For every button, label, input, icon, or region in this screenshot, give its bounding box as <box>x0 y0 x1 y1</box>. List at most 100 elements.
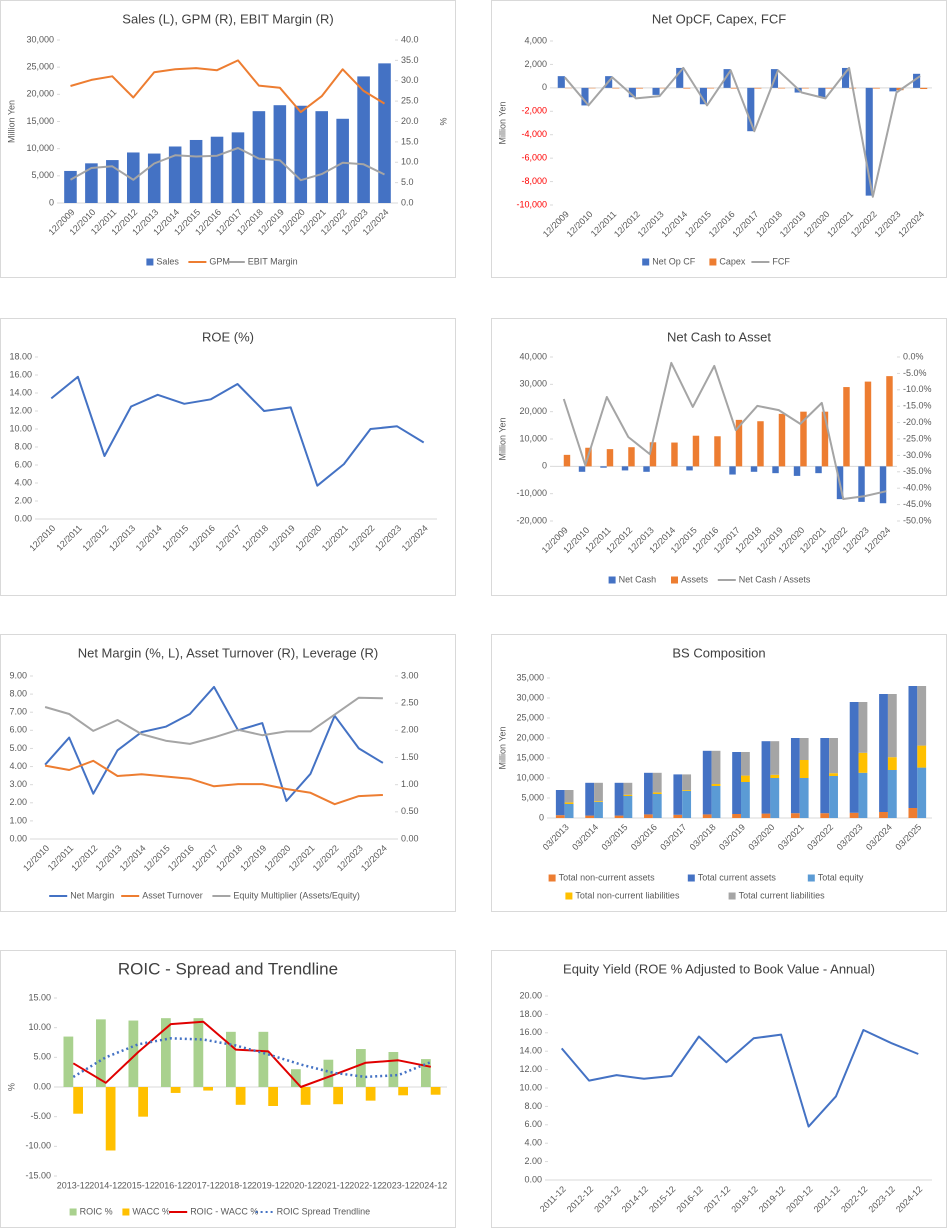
bar <box>821 411 829 467</box>
y2-tick-label: 1.00 <box>401 779 419 789</box>
bar <box>858 752 868 773</box>
y-tick-label: 30,000 <box>26 34 54 44</box>
bar <box>564 790 574 803</box>
bar <box>628 447 635 467</box>
y-tick-label: 18.00 <box>519 1009 542 1019</box>
line-series <box>560 1029 919 1128</box>
y2-tick-label: 15.0 <box>401 136 419 146</box>
bar <box>741 775 750 782</box>
bar <box>226 1031 236 1087</box>
bar <box>161 1018 171 1087</box>
bar <box>702 750 712 815</box>
bar <box>606 449 614 467</box>
y2-tick-label: -30.0% <box>903 450 932 460</box>
bar <box>600 466 607 468</box>
bar <box>741 752 750 776</box>
y2-tick-label: 3.00 <box>401 670 419 680</box>
legend-label: FCF <box>772 256 790 266</box>
y-tick-label: 0 <box>49 197 54 207</box>
bar <box>203 1087 213 1091</box>
chart-title: Net OpCF, Capex, FCF <box>652 11 786 26</box>
y-tick-label: -20,000 <box>516 515 547 525</box>
y-tick-label: 10.00 <box>519 1082 542 1092</box>
bar <box>105 1087 116 1151</box>
bar <box>818 87 826 98</box>
bar <box>268 1087 278 1106</box>
bar <box>614 815 624 818</box>
bar <box>235 1087 246 1105</box>
x-tick-label: 2014-12 <box>89 1180 122 1190</box>
bar <box>378 63 391 203</box>
legend-label: Total current assets <box>698 872 777 882</box>
bar <box>750 466 758 472</box>
bar <box>858 772 868 818</box>
y-tick-label: 5.00 <box>33 1052 51 1062</box>
y-tick-label: 5.00 <box>9 743 27 753</box>
y-tick-label: 15.00 <box>28 992 51 1002</box>
bar <box>635 87 644 89</box>
y-tick-label: -4,000 <box>521 129 547 139</box>
y-tick-label: 12.00 <box>9 405 32 415</box>
y-tick-label: -2,000 <box>521 106 547 116</box>
bar <box>564 802 574 804</box>
legend-swatch <box>565 892 573 900</box>
y-axis-label: Million Yen <box>6 100 16 143</box>
y-axis-label: Million Yen <box>497 101 507 144</box>
bar <box>858 702 868 753</box>
legend-label: Total equity <box>818 872 864 882</box>
line-series <box>44 685 384 802</box>
y2-tick-label: 25.0 <box>401 96 419 106</box>
legend-swatch <box>687 874 695 882</box>
bar <box>778 413 786 467</box>
y2-tick-label: 20.0 <box>401 116 419 126</box>
y-tick-label: 12.00 <box>519 1064 542 1074</box>
bar <box>614 782 624 816</box>
y-tick-label: 0.00 <box>33 1081 51 1091</box>
y-tick-label: 15,000 <box>26 116 54 126</box>
bar <box>682 774 692 790</box>
bar <box>210 136 224 203</box>
legend-label: Net Margin <box>70 890 114 900</box>
bar <box>73 1087 83 1114</box>
x-tick-label: 2019-12 <box>252 1180 285 1190</box>
legend-swatch <box>608 576 616 584</box>
bar <box>623 796 633 818</box>
bar <box>671 442 678 467</box>
y-tick-label: 8.00 <box>9 688 27 698</box>
legend-label: ROIC Spread Trendline <box>277 1206 371 1216</box>
bar <box>578 466 586 472</box>
bar <box>879 812 888 818</box>
y-axis-label: % <box>6 1083 16 1091</box>
x-tick-label: 2018-12 <box>219 1180 252 1190</box>
line-series <box>564 66 921 198</box>
legend-swatch <box>69 1208 77 1216</box>
y-tick-label: 2.00 <box>9 797 27 807</box>
legend-label: Net Cash <box>619 574 657 584</box>
bar <box>398 1087 408 1096</box>
bar <box>323 1059 334 1087</box>
bar <box>778 87 786 89</box>
y-tick-label: 0.00 <box>9 833 27 843</box>
y-tick-label: 10,000 <box>519 433 547 443</box>
bar <box>686 466 693 471</box>
bar <box>917 745 927 768</box>
y-axis-label: Million Yen <box>497 726 507 769</box>
y-tick-label: 9.00 <box>9 670 27 680</box>
bar <box>843 387 850 467</box>
y-tick-label: 25,000 <box>26 62 54 72</box>
bar <box>628 87 636 98</box>
legend-label: EBIT Margin <box>248 256 298 266</box>
bar <box>741 782 750 818</box>
bar <box>564 804 574 818</box>
bar <box>644 772 653 815</box>
bar <box>594 782 603 802</box>
y2-tick-label: 0.50 <box>401 806 419 816</box>
legend-swatch <box>709 258 717 266</box>
y-tick-label: 35,000 <box>516 672 544 682</box>
bar <box>829 773 838 776</box>
y-tick-label: 6.00 <box>9 725 27 735</box>
chart-title: BS Composition <box>672 645 765 660</box>
bar <box>917 686 927 746</box>
y-tick-label: 0 <box>539 812 544 822</box>
legend-label: Total non-current assets <box>559 872 656 882</box>
